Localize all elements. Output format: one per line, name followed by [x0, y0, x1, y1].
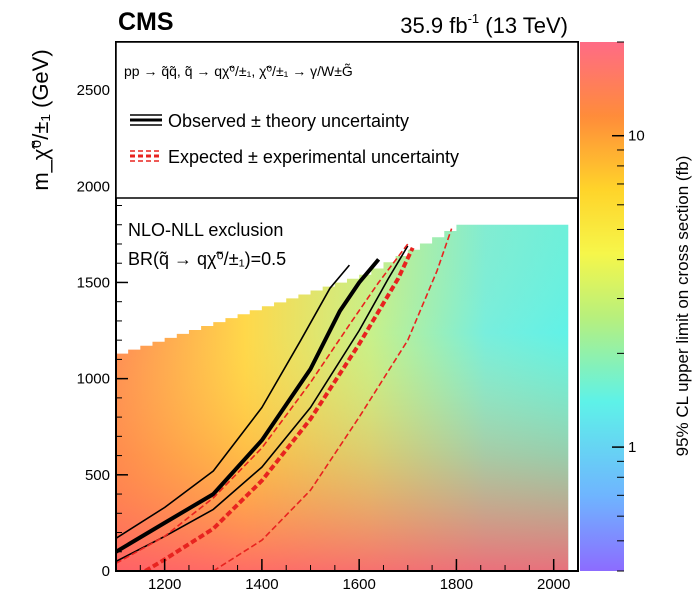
legend-box: pp → q̃q̃, q̃ → qχ̃⁰/±₁, χ̃⁰/±₁ → γ/W±G̃… — [116, 42, 578, 198]
x-tick-label: 1800 — [440, 576, 473, 591]
experiment-label: CMS — [118, 8, 174, 36]
color-scale-title: 95% CL upper limit on cross section (fb) — [673, 156, 692, 457]
y-axis-title: m_χ̃⁰/±₁ (GeV) — [28, 49, 53, 190]
x-tick-label: 1400 — [245, 576, 278, 591]
y-tick-label: 1500 — [77, 274, 110, 291]
y-tick-label: 0 — [102, 563, 110, 580]
annotation-exclusion: NLO-NLL exclusion — [128, 220, 283, 240]
z-tick-label: 10 — [628, 128, 645, 145]
y-tick-label: 1000 — [77, 371, 110, 388]
z-tick-label: 1 — [628, 439, 636, 456]
annotation-branching-ratio: BR(q̃ → qχ̃⁰/±₁)=0.5 — [128, 249, 286, 269]
y-tick-label: 2000 — [77, 178, 110, 195]
luminosity-label: 35.9 fb-1 (13 TeV) — [400, 11, 568, 38]
y-tick-label: 2500 — [77, 82, 110, 99]
expected-legend-label: Expected ± experimental uncertainty — [168, 147, 459, 167]
color-scale-bar — [580, 42, 624, 571]
x-tick-label: 1200 — [148, 576, 181, 591]
process-label: pp → q̃q̃, q̃ → qχ̃⁰/±₁, χ̃⁰/±₁ → γ/W±G̃ — [124, 63, 353, 79]
x-tick-label: 2000 — [537, 576, 570, 591]
observed-legend-label: Observed ± theory uncertainty — [168, 111, 409, 131]
y-tick-label: 500 — [85, 467, 110, 484]
x-tick-label: 1600 — [342, 576, 375, 591]
